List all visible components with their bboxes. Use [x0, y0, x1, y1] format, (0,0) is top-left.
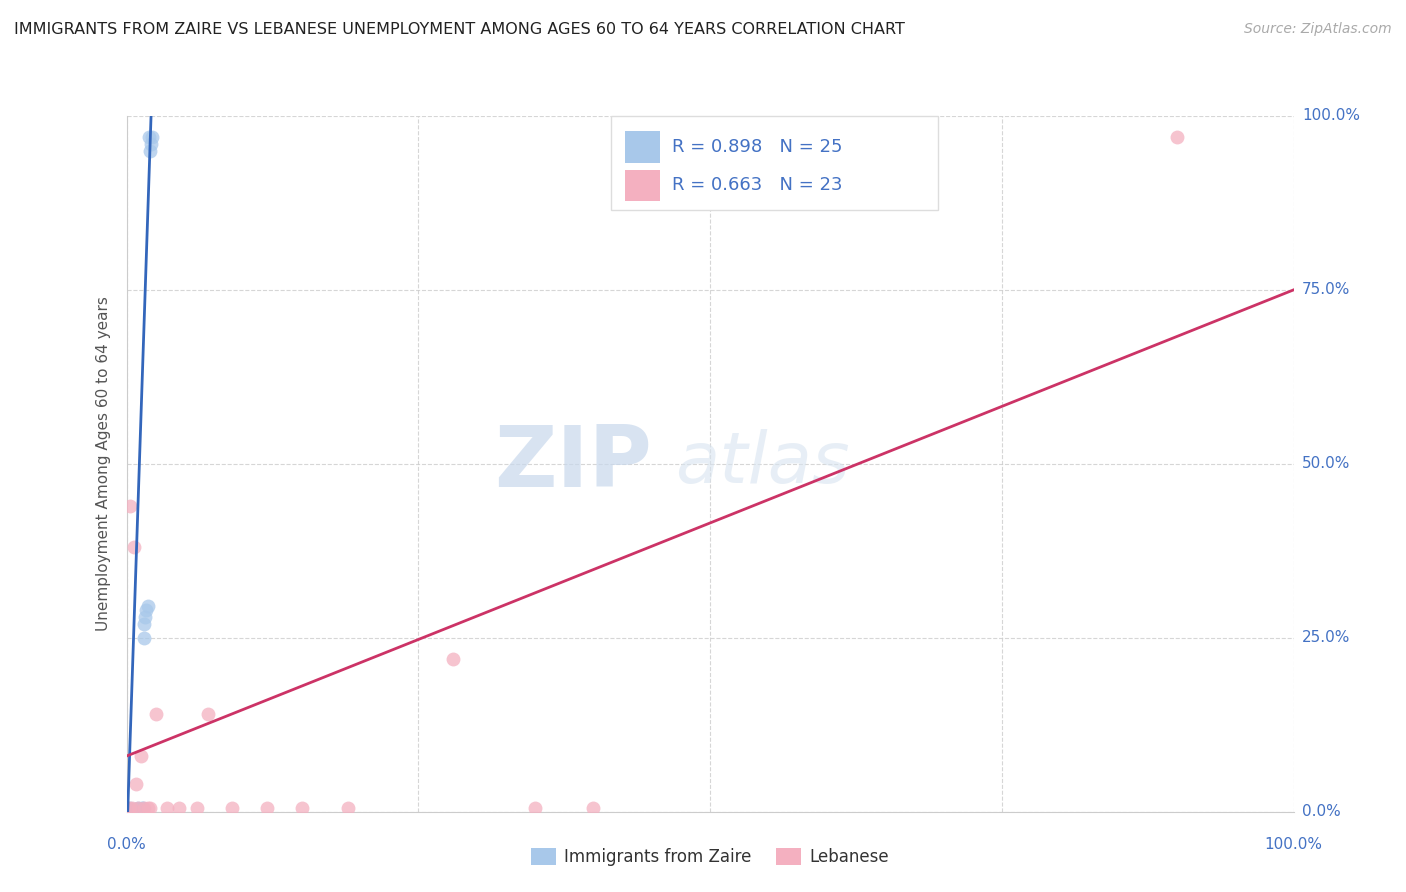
Point: [139, 801, 162, 815]
Point: [256, 801, 278, 815]
Text: 50.0%: 50.0%: [1302, 457, 1350, 471]
Point: [221, 801, 243, 815]
Point: [125, 802, 148, 816]
Point: [136, 599, 159, 614]
Point: [139, 144, 162, 158]
Text: 25.0%: 25.0%: [1302, 631, 1350, 645]
FancyBboxPatch shape: [624, 131, 659, 162]
Point: [122, 541, 145, 555]
Point: [129, 802, 152, 816]
Point: [120, 803, 142, 817]
Point: [582, 801, 605, 815]
Point: [118, 801, 141, 815]
Point: [131, 801, 153, 815]
Point: [138, 129, 160, 144]
Point: [124, 803, 146, 817]
Point: [117, 802, 139, 816]
Point: [186, 801, 208, 815]
Point: [132, 801, 155, 815]
FancyBboxPatch shape: [624, 169, 659, 201]
Point: [136, 801, 159, 815]
Text: 0.0%: 0.0%: [1302, 805, 1340, 819]
Point: [145, 707, 167, 722]
Point: [134, 610, 156, 624]
Point: [132, 631, 155, 645]
Point: [121, 803, 143, 817]
Point: [127, 801, 149, 815]
Point: [118, 803, 141, 817]
Point: [1166, 129, 1188, 144]
FancyBboxPatch shape: [610, 116, 938, 210]
Point: [118, 803, 141, 817]
Point: [523, 801, 546, 815]
Text: IMMIGRANTS FROM ZAIRE VS LEBANESE UNEMPLOYMENT AMONG AGES 60 TO 64 YEARS CORRELA: IMMIGRANTS FROM ZAIRE VS LEBANESE UNEMPL…: [14, 22, 905, 37]
Point: [139, 136, 162, 151]
Point: [156, 801, 179, 815]
Text: atlas: atlas: [675, 429, 849, 499]
Point: [132, 616, 155, 631]
Point: [441, 651, 464, 665]
Point: [337, 801, 360, 815]
Text: 0.0%: 0.0%: [107, 837, 146, 852]
Y-axis label: Unemployment Among Ages 60 to 64 years: Unemployment Among Ages 60 to 64 years: [96, 296, 111, 632]
Text: 100.0%: 100.0%: [1264, 837, 1323, 852]
Point: [122, 803, 145, 817]
Text: R = 0.663   N = 23: R = 0.663 N = 23: [672, 177, 842, 194]
Point: [118, 801, 141, 815]
Point: [127, 802, 149, 816]
Point: [127, 801, 149, 815]
Legend: Immigrants from Zaire, Lebanese: Immigrants from Zaire, Lebanese: [524, 841, 896, 873]
Text: R = 0.898   N = 25: R = 0.898 N = 25: [672, 138, 842, 156]
Point: [125, 802, 148, 816]
Point: [290, 801, 312, 815]
Point: [117, 803, 139, 817]
Point: [121, 801, 143, 815]
Point: [129, 749, 152, 764]
Text: 75.0%: 75.0%: [1302, 283, 1350, 297]
Text: 100.0%: 100.0%: [1302, 109, 1360, 123]
Point: [135, 603, 157, 617]
Point: [141, 129, 163, 144]
Point: [132, 800, 155, 814]
Text: Source: ZipAtlas.com: Source: ZipAtlas.com: [1244, 22, 1392, 37]
Point: [118, 499, 141, 513]
Point: [167, 801, 190, 815]
Text: ZIP: ZIP: [494, 422, 652, 506]
Point: [125, 777, 148, 791]
Point: [197, 707, 219, 722]
